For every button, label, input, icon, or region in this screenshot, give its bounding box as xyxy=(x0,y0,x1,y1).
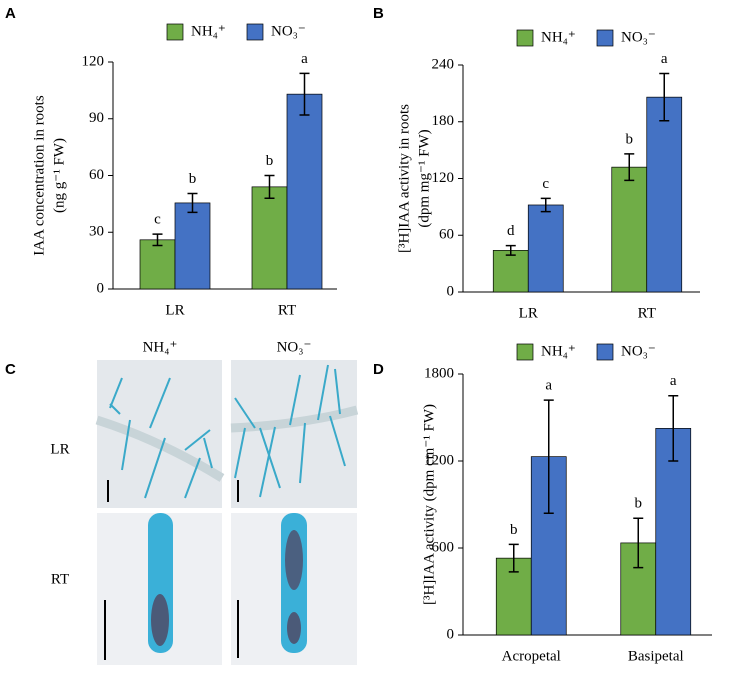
panel-label: B xyxy=(373,5,384,22)
error-bar xyxy=(299,72,310,116)
error-bar xyxy=(659,72,670,122)
y-tick-label: 240 xyxy=(432,56,455,72)
photo xyxy=(231,360,357,508)
y-tick-label: 180 xyxy=(432,113,455,129)
bar xyxy=(527,204,564,293)
y-tick-label: 1200 xyxy=(424,452,454,468)
y-axis-label: [³H]IAA activity in roots xyxy=(396,104,412,253)
error-bar xyxy=(264,174,275,199)
legend-swatch xyxy=(596,343,614,361)
y-tick-label: 600 xyxy=(432,539,455,555)
y-tick-label: 0 xyxy=(447,626,455,642)
significance-letter: a xyxy=(545,378,552,394)
significance-letter: b xyxy=(635,496,643,512)
y-tick-label: 60 xyxy=(89,167,104,183)
x-tick-label: RT xyxy=(278,302,296,318)
x-tick-label: LR xyxy=(165,302,184,318)
x-tick-label: Basipetal xyxy=(628,648,684,664)
significance-letter: a xyxy=(661,51,668,67)
y-tick-label: 1800 xyxy=(424,365,454,381)
legend-label: NO₃⁻ xyxy=(621,29,656,45)
photo xyxy=(97,360,222,508)
y-axis-label: (ng g⁻¹ FW) xyxy=(51,138,67,213)
significance-letter: a xyxy=(301,51,308,67)
legend-label: NH₄⁺ xyxy=(541,29,576,45)
legend-label: NO₃⁻ xyxy=(621,343,656,359)
significance-letter: b xyxy=(189,171,197,187)
row-label: RT xyxy=(51,571,69,587)
legend-label: NH₄⁺ xyxy=(541,343,576,359)
bar xyxy=(492,250,529,293)
y-tick-label: 60 xyxy=(439,227,454,243)
error-bar xyxy=(543,399,554,514)
column-label: NO₃⁻ xyxy=(277,339,312,355)
significance-letter: b xyxy=(626,131,634,147)
error-bar xyxy=(187,192,198,214)
root xyxy=(95,415,225,482)
y-tick-label: 30 xyxy=(89,224,104,240)
legend-label: NO₃⁻ xyxy=(271,23,306,39)
bar xyxy=(286,93,323,290)
panel-label: C xyxy=(5,361,16,378)
lateral-root xyxy=(109,377,213,499)
x-tick-label: LR xyxy=(519,305,538,321)
bar xyxy=(174,202,211,290)
error-bar xyxy=(152,233,163,247)
x-tick-label: RT xyxy=(638,305,656,321)
legend-swatch xyxy=(246,23,264,41)
bar xyxy=(646,96,683,293)
significance-letter: d xyxy=(507,223,515,239)
panel-label: A xyxy=(5,5,16,22)
x-tick-label: Acropetal xyxy=(502,648,561,664)
y-tick-label: 0 xyxy=(447,283,455,299)
significance-letter: b xyxy=(266,153,274,169)
y-axis-label: IAA concentration in roots xyxy=(31,95,47,256)
bar xyxy=(251,186,288,290)
significance-letter: c xyxy=(154,212,161,228)
stain xyxy=(285,530,303,590)
error-bar xyxy=(505,244,516,256)
bar xyxy=(611,166,648,293)
y-axis-label: (dpm mg⁻¹ FW) xyxy=(416,129,432,227)
legend-swatch xyxy=(166,23,184,41)
image-panel: C NH₄⁺ NO₃⁻ LR RT xyxy=(5,339,359,665)
y-tick-label: 120 xyxy=(432,170,455,186)
bar xyxy=(655,428,692,636)
stain xyxy=(151,594,169,646)
significance-letter: b xyxy=(510,522,518,538)
legend-label: NH₄⁺ xyxy=(191,23,226,39)
y-tick-label: 120 xyxy=(82,53,105,69)
significance-letter: c xyxy=(542,176,549,192)
stain xyxy=(287,612,301,644)
error-bar xyxy=(508,543,519,573)
column-label: NH₄⁺ xyxy=(143,339,178,355)
error-bar xyxy=(668,395,679,462)
y-tick-label: 90 xyxy=(89,110,104,126)
error-bar xyxy=(633,517,644,569)
y-tick-label: 0 xyxy=(97,280,105,296)
error-bar xyxy=(624,153,635,182)
panel-label: D xyxy=(373,361,384,378)
root xyxy=(230,405,359,433)
error-bar xyxy=(540,197,551,213)
y-axis-label: [³H]IAA activity (dpm cm⁻¹ FW) xyxy=(421,404,437,605)
legend-swatch xyxy=(516,29,534,47)
row-label: LR xyxy=(50,441,69,457)
legend-swatch xyxy=(516,343,534,361)
lateral-root xyxy=(234,364,346,498)
significance-letter: a xyxy=(670,373,677,389)
legend-swatch xyxy=(596,29,614,47)
bar xyxy=(139,239,176,290)
